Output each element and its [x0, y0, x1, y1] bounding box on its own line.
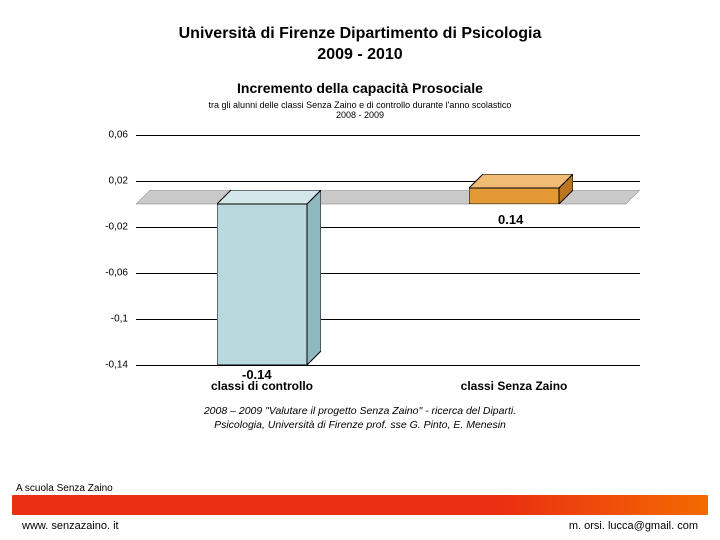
- bar: [217, 190, 321, 365]
- footer-email: m. orsi. lucca@gmail. com: [569, 520, 698, 532]
- x-tick-label: classi Senza Zaino: [461, 379, 568, 393]
- grid-line: [136, 365, 640, 366]
- chart-subtitle-l2: 2008 - 2009: [336, 110, 384, 120]
- plot-region: -0.140.14: [136, 135, 640, 365]
- chart-subtitle: tra gli alunni delle classi Senza Zaino …: [0, 100, 720, 122]
- grid-line: [136, 319, 640, 320]
- y-tick-label: -0,1: [111, 314, 128, 325]
- y-tick-label: -0,06: [105, 268, 128, 279]
- chart-subtitle-l1: tra gli alunni delle classi Senza Zaino …: [209, 100, 512, 110]
- grid-line: [136, 135, 640, 136]
- y-tick-label: -0,14: [105, 360, 128, 371]
- chart-title: Incremento della capacità Prosociale: [0, 80, 720, 96]
- y-axis-labels: 0,060,02-0,02-0,06-0,1-0,14: [80, 135, 132, 365]
- source-line1: 2008 – 2009 "Valutare il progetto Senza …: [204, 405, 516, 417]
- footer-links: www. senzazaino. it m. orsi. lucca@gmail…: [0, 518, 720, 540]
- footer-bar: [12, 495, 708, 515]
- y-tick-label: 0,06: [109, 130, 128, 141]
- grid-line: [136, 273, 640, 274]
- header-line1: Università di Firenze Dipartimento di Ps…: [0, 24, 720, 45]
- data-label: 0.14: [498, 212, 523, 227]
- x-tick-label: classi di controllo: [211, 379, 313, 393]
- chart-area: 0,060,02-0,02-0,06-0,1-0,14 -0.140.14 cl…: [80, 135, 640, 365]
- header-line2: 2009 - 2010: [0, 45, 720, 66]
- bar-3d-icon: [469, 174, 573, 204]
- footer-top-label: A scuola Senza Zaino: [16, 483, 113, 494]
- footer-bar-wrap: A scuola Senza Zaino: [12, 495, 708, 515]
- page-header: Università di Firenze Dipartimento di Ps…: [0, 0, 720, 66]
- bar: [469, 174, 573, 204]
- source-citation: 2008 – 2009 "Valutare il progetto Senza …: [0, 405, 720, 432]
- y-tick-label: 0,02: [109, 176, 128, 187]
- grid-line: [136, 227, 640, 228]
- source-line2: Psicologia, Università di Firenze prof. …: [214, 419, 506, 431]
- bar-3d-icon: [217, 190, 321, 365]
- footer: A scuola Senza Zaino www. senzazaino. it…: [0, 495, 720, 540]
- footer-website: www. senzazaino. it: [22, 520, 119, 532]
- y-tick-label: -0,02: [105, 222, 128, 233]
